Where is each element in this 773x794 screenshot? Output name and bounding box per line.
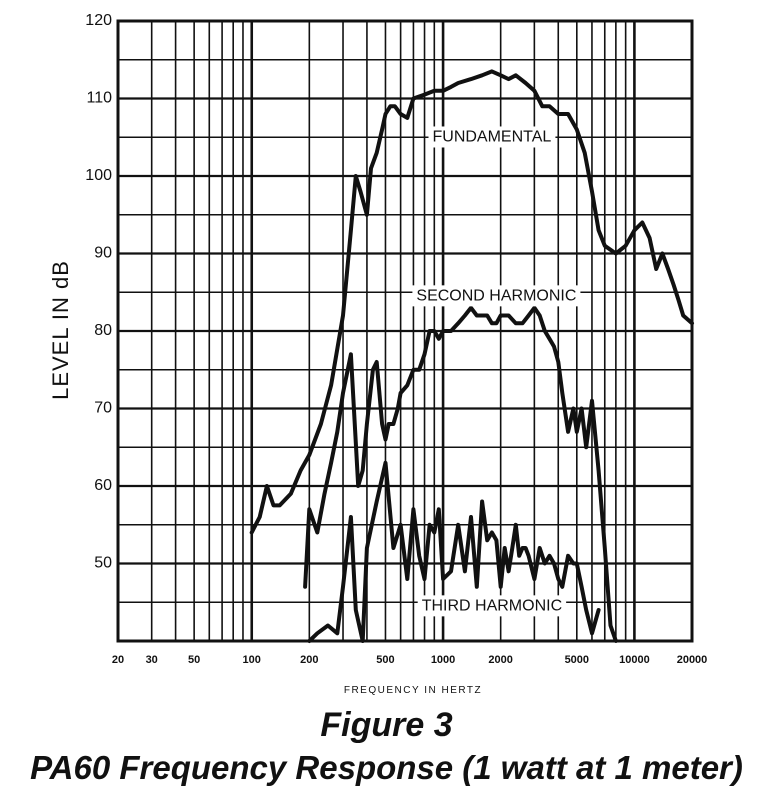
x-axis-label: FREQUENCY IN HERTZ [344, 685, 482, 696]
frequency-response-chart: FUNDAMENTAL SECOND HARMONIC THIRD HARMONIC… [48, 12, 707, 696]
y-tick-label: 60 [94, 477, 112, 494]
x-tick-label: 100 [243, 654, 261, 666]
annotation-label: THIRD HARMONIC [422, 597, 562, 614]
x-tick-label: 10000 [619, 654, 650, 666]
y-tick-label: 90 [94, 245, 112, 262]
annotation: THIRD HARMONIC [417, 595, 567, 617]
x-tick-label: 30 [146, 654, 158, 666]
annotation: SECOND HARMONIC [412, 285, 581, 307]
figure-number: Figure 3 [320, 706, 453, 744]
y-axis-label: LEVEL IN dB [48, 260, 73, 400]
y-tick-label: 110 [86, 90, 112, 107]
x-tick-label: 20 [112, 654, 124, 666]
series-line-third-harmonic [307, 460, 601, 643]
x-tick-label: 200 [300, 654, 318, 666]
x-axis-ticks: 20 30 50 100 200 500 1000 2000 5000 10000 20000 [112, 654, 707, 666]
annotation-background [412, 285, 581, 307]
y-axis-ticks: 50 60 70 80 90 100 110 120 [85, 12, 112, 572]
chart-annotations: FUNDAMENTAL SECOND HARMONIC THIRD HARMONIC [412, 126, 581, 617]
annotation-label: SECOND HARMONIC [416, 287, 576, 304]
x-tick-label: 20000 [677, 654, 708, 666]
y-tick-label: 100 [85, 167, 112, 184]
x-tick-label: 5000 [565, 654, 589, 666]
series-line-second-harmonic [303, 305, 618, 643]
series-line-fundamental [249, 69, 694, 535]
chart-title: PA60 Frequency Response (1 watt at 1 met… [30, 749, 743, 786]
y-tick-label: 120 [85, 12, 112, 29]
annotation-background [428, 126, 556, 148]
y-tick-label: 50 [94, 555, 112, 572]
y-tick-label: 70 [94, 400, 112, 417]
annotation-label: FUNDAMENTAL [432, 128, 551, 145]
y-tick-label: 80 [94, 322, 112, 339]
chart-series-group [249, 69, 694, 643]
annotation: FUNDAMENTAL [428, 126, 556, 148]
plot-frame [116, 19, 694, 643]
annotation-background [417, 595, 567, 617]
x-tick-label: 50 [188, 654, 200, 666]
x-tick-label: 2000 [488, 654, 512, 666]
x-tick-label: 500 [376, 654, 394, 666]
x-tick-label: 1000 [431, 654, 455, 666]
